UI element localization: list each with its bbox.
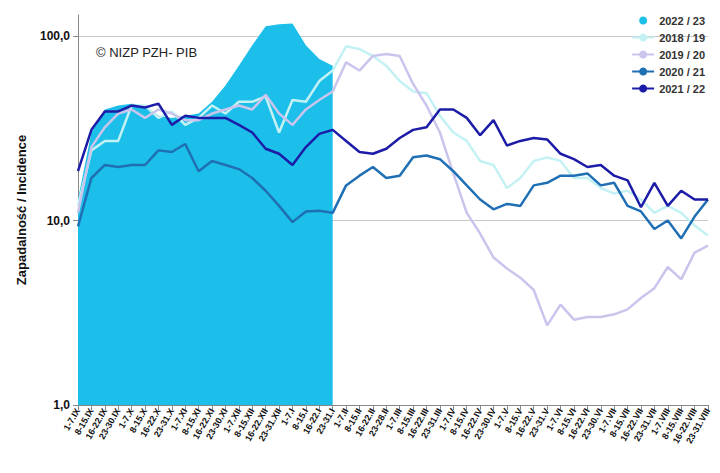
svg-text:8-15.V: 8-15.V (502, 406, 525, 435)
svg-text:23-30.IV: 23-30.IV (472, 406, 498, 441)
svg-text:1-7.III: 1-7.III (383, 406, 404, 432)
svg-text:23-28.II: 23-28.II (366, 406, 391, 438)
svg-text:2019 / 20: 2019 / 20 (659, 49, 705, 61)
svg-text:8-15.VI: 8-15.VI (555, 406, 579, 437)
svg-text:16-22.IX: 16-22.IX (83, 406, 110, 441)
svg-text:23-31.XII: 23-31.XII (256, 406, 283, 443)
svg-text:16-22.VIII: 16-22.VIII (670, 406, 699, 446)
svg-text:16-22.IV: 16-22.IV (458, 406, 485, 441)
svg-text:1-7.VI: 1-7.VI (544, 406, 565, 433)
svg-text:23-31.I: 23-31.I (314, 406, 337, 436)
svg-text:16-22.I: 16-22.I (301, 406, 324, 436)
svg-text:8-15.I: 8-15.I (290, 406, 311, 432)
svg-text:10,0: 10,0 (47, 214, 71, 228)
svg-text:8-15.VII: 8-15.VII (607, 406, 632, 439)
svg-text:16-22.II: 16-22.II (353, 406, 378, 438)
svg-text:2021 / 22: 2021 / 22 (659, 83, 705, 95)
svg-text:2020 / 21: 2020 / 21 (659, 66, 705, 78)
svg-text:16-22.VI: 16-22.VI (566, 406, 592, 441)
svg-text:1-7.XII: 1-7.XII (221, 406, 244, 435)
svg-text:23-31.VII: 23-31.VII (631, 406, 659, 444)
svg-text:8-15.II: 8-15.II (342, 406, 364, 434)
svg-text:2022 / 23: 2022 / 23 (659, 15, 705, 27)
svg-text:23-31.X: 23-31.X (151, 406, 177, 439)
svg-text:8-15.XII: 8-15.XII (232, 406, 257, 439)
svg-text:1-7.IX: 1-7.IX (61, 406, 83, 433)
svg-text:1-7.II: 1-7.II (331, 406, 351, 430)
svg-text:1-7.X: 1-7.X (116, 406, 136, 431)
svg-text:16-22.V: 16-22.V (513, 406, 539, 439)
svg-text:2018 / 19: 2018 / 19 (659, 32, 705, 44)
svg-text:8-15.IX: 8-15.IX (72, 406, 96, 437)
svg-text:16-22.XII: 16-22.XII (243, 406, 270, 444)
svg-text:8-15.IV: 8-15.IV (447, 406, 472, 437)
svg-text:8-15.III: 8-15.III (394, 406, 418, 436)
svg-text:1-7.VII: 1-7.VII (596, 406, 619, 435)
svg-text:23-31.III: 23-31.III (419, 406, 445, 441)
svg-text:1-7.XI: 1-7.XI (168, 406, 190, 433)
svg-text:Zapadalność / Incidence: Zapadalność / Incidence (14, 135, 29, 285)
svg-text:16-22.III: 16-22.III (405, 406, 431, 441)
svg-text:23-31.VIII: 23-31.VIII (684, 406, 712, 445)
svg-text:8-15.X: 8-15.X (127, 406, 150, 435)
svg-text:8-15.VIII: 8-15.VIII (659, 406, 686, 441)
svg-text:23-30.VI: 23-30.VI (579, 406, 606, 441)
svg-text:16-22.XI: 16-22.XI (190, 406, 217, 441)
svg-text:23-30.XI: 23-30.XI (204, 406, 230, 441)
svg-text:1-7.V: 1-7.V (491, 406, 512, 431)
svg-text:16-22.VII: 16-22.VII (618, 406, 646, 444)
svg-text:100,0: 100,0 (40, 29, 70, 43)
svg-text:© NIZP PZH- PIB: © NIZP PZH- PIB (96, 45, 197, 60)
svg-text:23-30.IX: 23-30.IX (96, 406, 123, 441)
svg-text:1-7.VIII: 1-7.VIII (649, 406, 673, 437)
svg-text:8-15.XI: 8-15.XI (179, 406, 203, 437)
svg-text:1-7.I: 1-7.I (279, 406, 297, 428)
svg-text:16-22.X: 16-22.X (138, 406, 163, 439)
svg-text:23-31.V: 23-31.V (527, 406, 552, 439)
svg-text:1,0: 1,0 (53, 398, 70, 412)
svg-text:1-7.IV: 1-7.IV (437, 406, 458, 433)
